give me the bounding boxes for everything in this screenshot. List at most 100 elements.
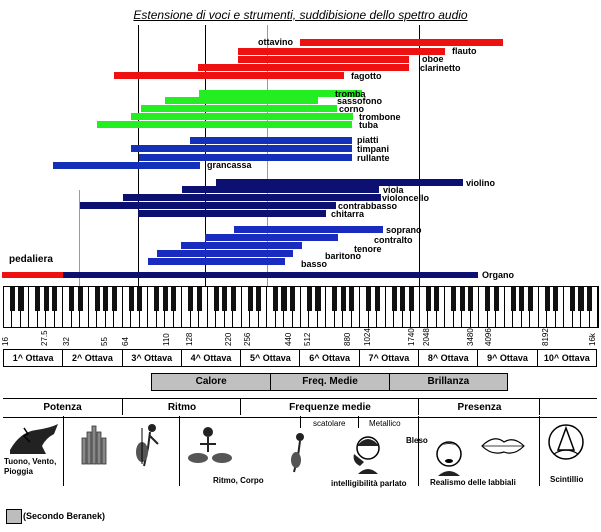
- black-key: [459, 287, 465, 311]
- bar-pedaliera: [2, 272, 63, 278]
- black-key: [519, 287, 525, 311]
- black-key: [222, 287, 228, 311]
- black-key: [434, 287, 440, 311]
- black-key: [578, 287, 584, 311]
- category-presenza: Presenza: [418, 399, 540, 415]
- note-tuono: Tuono, Vento, Pioggia: [4, 457, 57, 476]
- black-key: [272, 287, 279, 311]
- label-soprano: soprano: [386, 225, 422, 235]
- note-metallico: Metallico: [369, 419, 401, 428]
- white-key: [318, 287, 327, 327]
- label-baritono: baritono: [325, 251, 361, 261]
- white-key: [174, 287, 183, 327]
- storm-tree-icon: [10, 424, 58, 454]
- label-oboe: oboe: [422, 54, 444, 64]
- black-key: [400, 287, 406, 311]
- cellist-icon: [291, 433, 304, 473]
- bar-fagotto: [114, 72, 344, 79]
- black-key: [69, 287, 75, 311]
- white-key: [352, 287, 361, 327]
- bar-violoncello: [123, 194, 381, 201]
- label-tenore: tenore: [354, 244, 382, 254]
- ref-line-2048: [419, 25, 420, 287]
- label-chitarra: chitarra: [331, 209, 365, 219]
- black-key: [256, 287, 262, 311]
- bar-organo: [63, 272, 478, 278]
- note-realismo: Realismo delle labbiali: [430, 478, 516, 487]
- label-viola: viola: [383, 185, 404, 195]
- frequency-label: 880: [343, 332, 352, 346]
- octave-7: 7^ Ottava: [360, 350, 420, 366]
- bar-grancassa: [53, 162, 200, 169]
- sparkle-icon: [548, 424, 584, 460]
- black-key: [35, 287, 41, 311]
- black-key: [43, 287, 49, 311]
- label-clarinetto: clarinetto: [420, 63, 461, 73]
- black-key: [349, 287, 355, 311]
- black-key: [485, 287, 491, 311]
- frequency-label: 32: [62, 337, 71, 346]
- black-key: [332, 287, 338, 311]
- black-key: [586, 287, 593, 311]
- white-key: [411, 287, 420, 327]
- black-key: [315, 287, 321, 311]
- bar-ottavino: [300, 39, 503, 46]
- frequency-label: 4096: [484, 328, 493, 346]
- octave-5: 5^ Ottava: [241, 350, 301, 366]
- black-key: [391, 287, 397, 311]
- white-key: [114, 287, 123, 327]
- black-key: [527, 287, 533, 311]
- frequency-label: 16k: [588, 333, 597, 346]
- label-sassofono: sassofono: [337, 96, 383, 106]
- label-violino: violino: [466, 178, 495, 188]
- frequency-label: 440: [284, 332, 293, 346]
- black-key: [366, 287, 372, 311]
- note-scatolare: scatolare: [313, 419, 346, 428]
- black-key: [9, 287, 16, 311]
- frequency-label: 16: [1, 337, 10, 346]
- octave-8: 8^ Ottava: [419, 350, 479, 366]
- white-key: [530, 287, 539, 327]
- black-key: [510, 287, 516, 311]
- piano-keyboard: [3, 286, 599, 328]
- white-key: [199, 287, 208, 327]
- octave-10: 10^ Ottava: [543, 353, 590, 363]
- black-key: [468, 287, 474, 311]
- label-trombone: trombone: [359, 112, 401, 122]
- organ-pipes-icon: [81, 425, 107, 465]
- black-key: [553, 287, 559, 311]
- col-sep-4: [358, 416, 359, 428]
- label-contrabbasso: contrabbasso: [338, 201, 398, 211]
- note-bleso: Bleso: [406, 436, 428, 445]
- bar-sassofono: [165, 97, 318, 104]
- label-flauto: flauto: [452, 46, 477, 56]
- band-calore: Calore: [152, 374, 272, 390]
- black-key: [103, 287, 109, 311]
- col-sep-5: [418, 416, 419, 486]
- frequency-label: 2048: [422, 328, 431, 346]
- label-contralto: contralto: [374, 235, 413, 245]
- col-sep-2: [179, 416, 180, 486]
- label-ottavino: ottavino: [258, 37, 293, 47]
- telephone-woman-icon: [353, 436, 380, 474]
- black-key: [569, 287, 576, 311]
- timpani-player-icon: [188, 427, 232, 463]
- black-key: [18, 287, 24, 311]
- label-pedaliera: pedaliera: [9, 254, 53, 265]
- octave-9: 9^ Ottava: [478, 350, 538, 366]
- black-key: [77, 287, 83, 311]
- black-key: [247, 287, 253, 311]
- black-key: [425, 287, 431, 311]
- black-key: [408, 287, 414, 311]
- black-key: [188, 287, 194, 311]
- black-key: [196, 287, 202, 311]
- ref-line-64: [138, 25, 139, 287]
- label-tromba: tromba: [335, 89, 366, 99]
- frequency-label: 8192: [541, 328, 550, 346]
- bar-baritono: [157, 250, 293, 257]
- legend-text: (Secondo Beranek): [23, 511, 106, 521]
- note-scintillio: Scintillio: [550, 475, 584, 484]
- bar-chitarra: [138, 210, 326, 217]
- black-key: [213, 287, 219, 311]
- black-key: [493, 287, 499, 311]
